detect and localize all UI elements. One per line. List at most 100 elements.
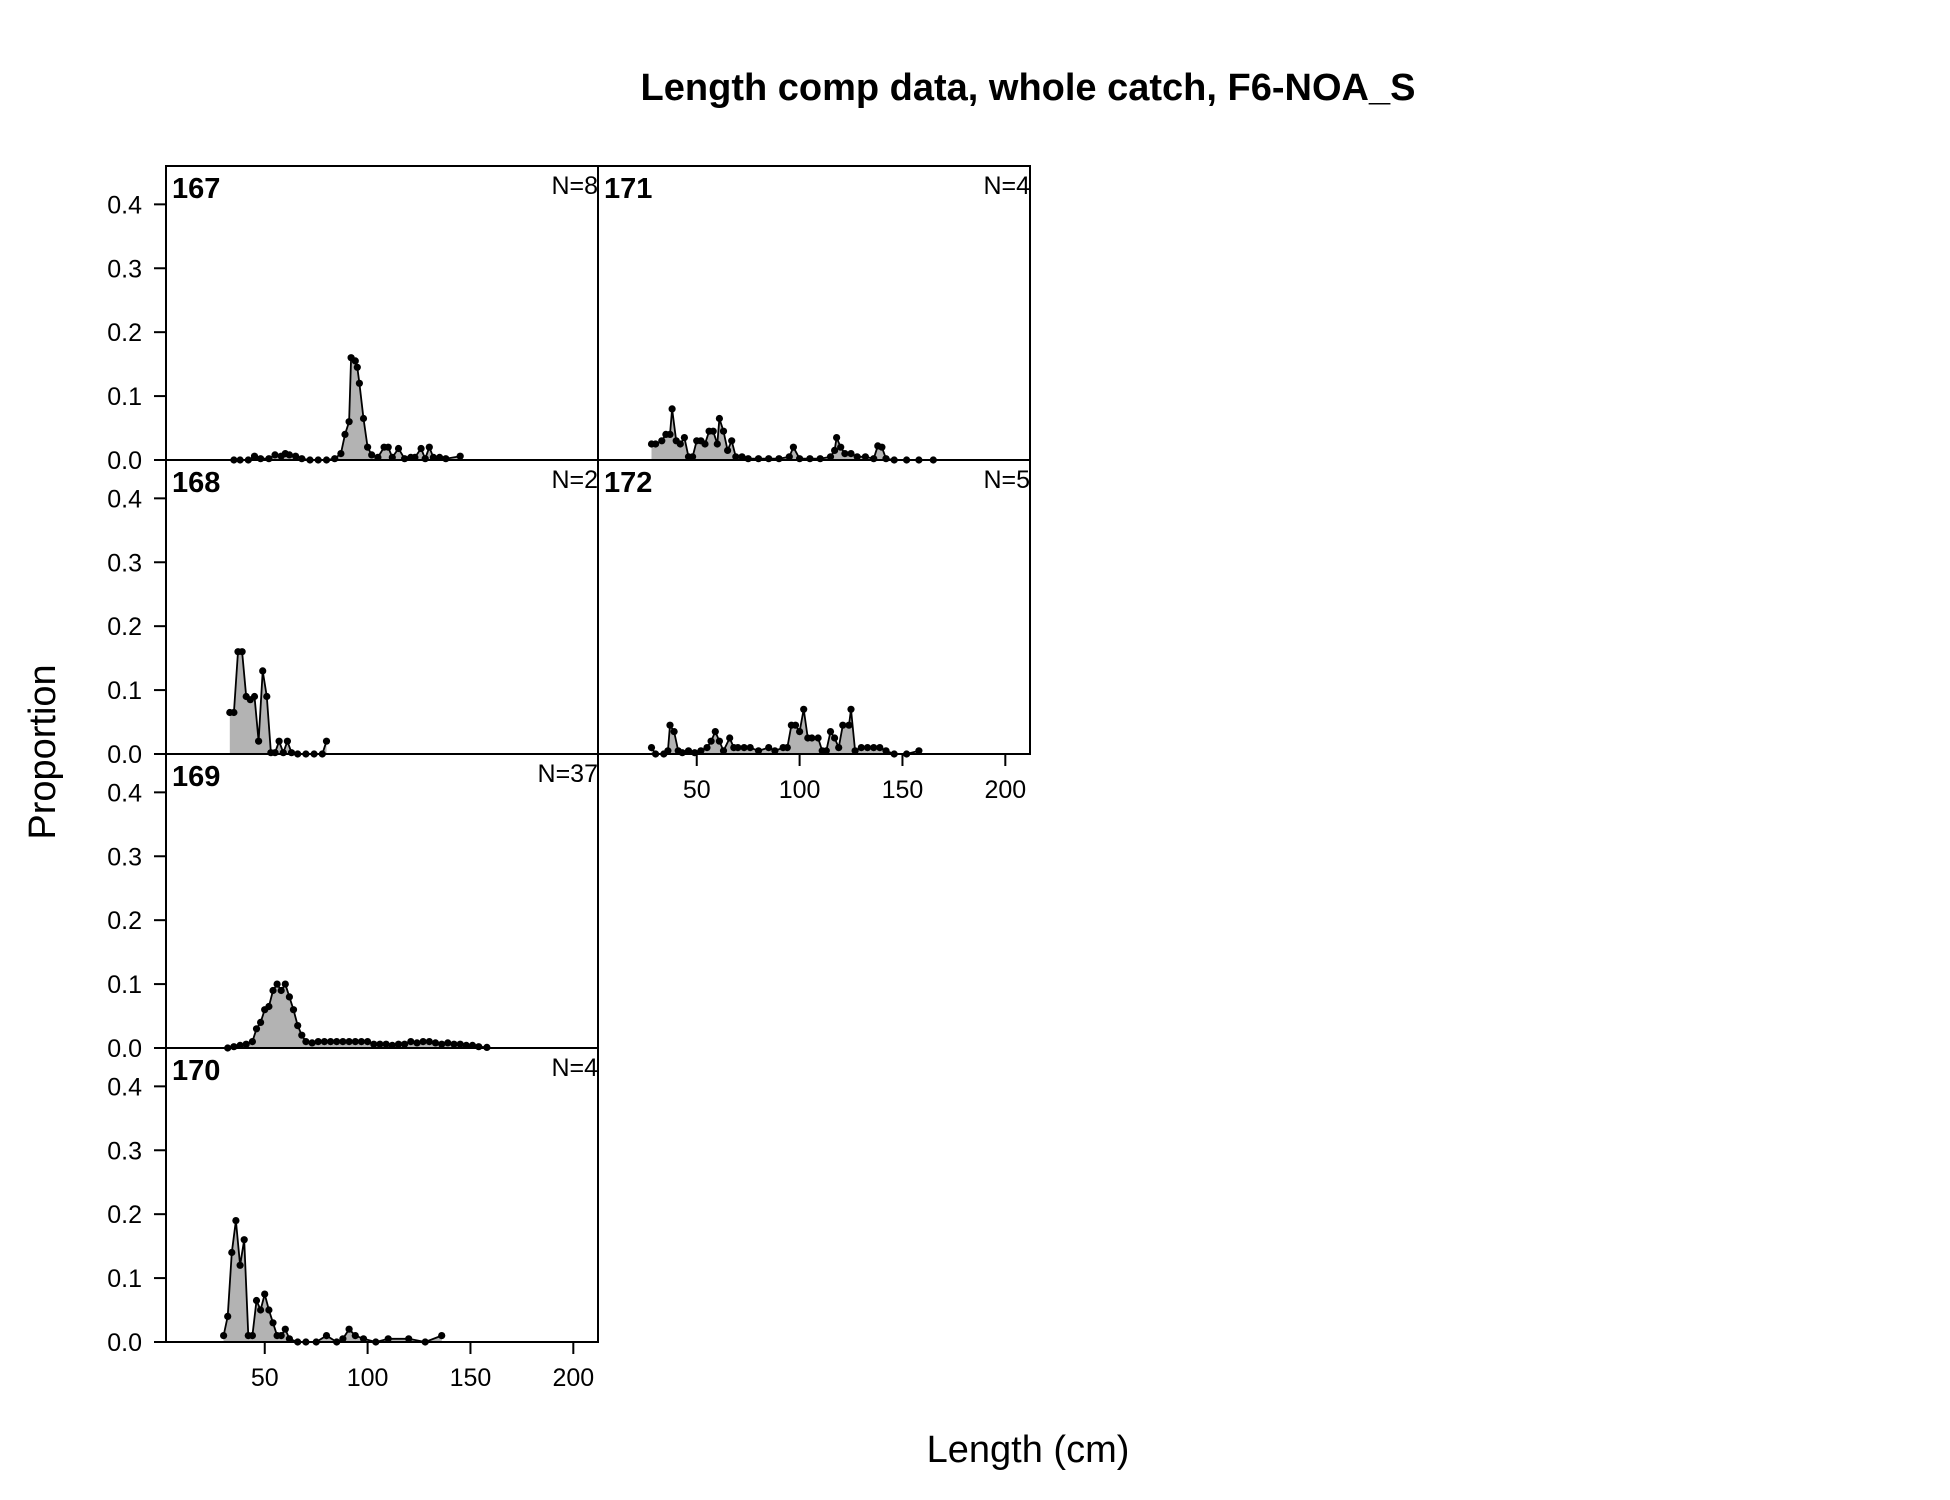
panels-group: 0.0 0.1 0.2 0.3 0.4 167 N=8 0.0 0.1 0.2 0.3 0.4 168 N… bbox=[107, 165, 1031, 1392]
panel-170-point-0 bbox=[220, 1332, 228, 1340]
panel-168-point-1 bbox=[230, 708, 238, 717]
panel-172-point-32 bbox=[814, 734, 822, 742]
y-tick-label: 0.0 bbox=[107, 447, 142, 475]
panel-170-point-27 bbox=[384, 1335, 392, 1343]
panel-167-point-24 bbox=[364, 443, 372, 451]
panel-168-point-12 bbox=[275, 737, 283, 745]
panel-170-point-24 bbox=[351, 1332, 359, 1340]
panel-169-point-13 bbox=[285, 993, 293, 1001]
panel-170-point-11 bbox=[265, 1306, 273, 1314]
panel-167-area bbox=[233, 357, 461, 460]
panel-171-point-13 bbox=[701, 440, 709, 448]
panel-171-point-7 bbox=[676, 440, 684, 448]
panel-167: 0.0 0.1 0.2 0.3 0.4 167 N=8 bbox=[107, 165, 599, 475]
panel-171-point-39 bbox=[861, 453, 870, 461]
panel-170-point-9 bbox=[257, 1306, 265, 1314]
panel-171-point-18 bbox=[719, 427, 728, 435]
panel-171-point-26 bbox=[775, 455, 783, 463]
panel-168-point-11 bbox=[271, 749, 279, 757]
panel-169-point-32 bbox=[394, 1040, 403, 1048]
panel-170-frame bbox=[165, 1047, 599, 1343]
panel-label: 167 bbox=[172, 173, 220, 205]
y-tick-label: 0.1 bbox=[107, 383, 142, 411]
y-tick-label: 0.0 bbox=[107, 741, 142, 769]
x-tick-label: 200 bbox=[552, 1364, 594, 1392]
panel-172-point-35 bbox=[826, 728, 835, 736]
panel-169-point-26 bbox=[357, 1038, 365, 1046]
panel-171-point-28 bbox=[789, 443, 798, 451]
x-tick-label: 100 bbox=[779, 776, 821, 804]
panel-172: 50 100 150 200 172 N=5 bbox=[597, 459, 1031, 804]
panel-170-point-30 bbox=[438, 1332, 446, 1340]
panel-171-point-29 bbox=[796, 455, 804, 463]
panel-171-point-37 bbox=[847, 450, 855, 458]
panel-169-point-14 bbox=[289, 1006, 298, 1014]
panel-171-point-15 bbox=[709, 427, 717, 435]
panel-172-point-12 bbox=[707, 737, 715, 745]
panel-168-point-6 bbox=[250, 692, 259, 701]
panel-172-point-8 bbox=[684, 747, 693, 755]
x-axis-title: Length (cm) bbox=[927, 1429, 1130, 1471]
panel-167-point-4 bbox=[257, 455, 265, 463]
y-tick-label: 0.3 bbox=[107, 549, 142, 577]
panel-172-point-15 bbox=[719, 747, 728, 755]
panel-171-point-38 bbox=[853, 453, 861, 461]
panel-169-point-15 bbox=[294, 1022, 302, 1030]
panel-169-point-27 bbox=[364, 1038, 372, 1046]
panel-169-area bbox=[227, 984, 487, 1048]
y-tick-label: 0.2 bbox=[107, 907, 142, 935]
panel-172-point-36 bbox=[831, 734, 839, 742]
y-tick-label: 0.1 bbox=[107, 677, 142, 705]
x-tick-label: 100 bbox=[347, 1364, 389, 1392]
panel-n-label: N=4 bbox=[983, 172, 1030, 200]
panel-167-point-15 bbox=[331, 455, 339, 463]
panel-170-point-2 bbox=[228, 1248, 236, 1257]
panel-171-point-5 bbox=[668, 405, 676, 413]
panel-167-point-3 bbox=[250, 452, 259, 460]
panel-171-point-17 bbox=[715, 414, 724, 423]
panel-n-label: N=8 bbox=[551, 172, 598, 200]
panel-168-point-13 bbox=[279, 749, 287, 757]
panel-167-point-11 bbox=[298, 455, 306, 463]
panel-172-point-10 bbox=[697, 747, 705, 755]
y-tick-label: 0.4 bbox=[107, 779, 142, 807]
panel-167-frame bbox=[165, 165, 599, 461]
panel-172-point-40 bbox=[847, 705, 855, 713]
panel-172-point-37 bbox=[835, 744, 843, 752]
panel-167-point-30 bbox=[394, 444, 403, 453]
panel-171-point-23 bbox=[744, 455, 752, 463]
panel-172-point-39 bbox=[845, 721, 853, 729]
panel-172-point-44 bbox=[870, 744, 878, 752]
y-tick-label: 0.1 bbox=[107, 971, 142, 999]
panel-172-point-5 bbox=[670, 728, 678, 736]
panel-167-point-36 bbox=[425, 443, 433, 451]
panel-169-point-8 bbox=[265, 1002, 273, 1011]
panel-172-point-28 bbox=[796, 728, 804, 736]
panel-172-point-43 bbox=[863, 744, 872, 752]
panel-169-point-29 bbox=[376, 1040, 384, 1048]
panel-171-point-42 bbox=[878, 443, 886, 451]
panel-172-point-0 bbox=[647, 744, 656, 752]
panel-172-point-11 bbox=[703, 744, 711, 752]
panel-172-point-4 bbox=[666, 721, 674, 729]
panel-169-point-40 bbox=[444, 1039, 452, 1047]
panel-170-point-22 bbox=[339, 1335, 347, 1343]
panel-169-point-12 bbox=[281, 980, 289, 988]
panel-170-point-5 bbox=[240, 1236, 248, 1244]
chart-title: Length comp data, whole catch, F6-NOA_S bbox=[641, 67, 1416, 109]
panel-169-point-3 bbox=[242, 1040, 250, 1048]
panel-172-point-19 bbox=[740, 744, 748, 752]
panel-171-point-4 bbox=[666, 430, 674, 438]
panel-169-point-37 bbox=[425, 1038, 433, 1046]
panel-172-point-27 bbox=[791, 721, 800, 729]
panel-172-point-29 bbox=[800, 705, 808, 713]
panel-n-label: N=5 bbox=[983, 466, 1030, 494]
panel-167-point-16 bbox=[337, 450, 345, 458]
panel-n-label: N=37 bbox=[538, 760, 598, 788]
panel-167-point-34 bbox=[417, 444, 425, 453]
panel-172-point-7 bbox=[678, 749, 686, 757]
panel-171-point-43 bbox=[882, 455, 890, 463]
panel-169-point-24 bbox=[345, 1038, 353, 1046]
panel-169-frame bbox=[165, 753, 599, 1049]
